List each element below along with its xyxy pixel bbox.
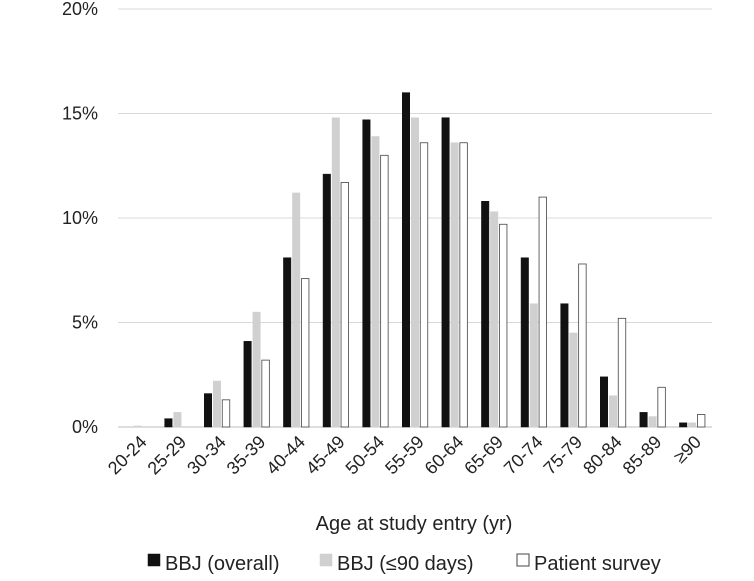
x-tick-label: 65-69 [460,432,507,479]
y-tick-label: 5% [72,313,98,333]
x-tick-label: 85-89 [619,432,666,479]
x-tick-label: 25-29 [144,432,191,479]
bar-bbj-90days [133,425,142,428]
bar-bbj-overall [639,412,648,428]
bar-patient-survey [380,154,389,428]
bar-patient-survey [340,182,349,428]
x-tick-label: 55-59 [381,432,428,479]
bar-bbj-90days [411,117,419,428]
bar-patient-survey [697,414,706,428]
x-tick-label: 20-24 [104,432,151,479]
legend-label: BBJ (overall) [165,553,279,575]
bar-bbj-90days [331,117,340,428]
legend-label: Patient survey [534,553,661,575]
bar-patient-survey [617,317,627,428]
x-tick-label: 60-64 [421,432,468,479]
legend-swatch [516,553,530,567]
legend-swatch [147,553,161,567]
bar-bbj-90days [252,311,261,428]
bar-bbj-90days [371,136,380,428]
x-tick-label: ≥90 [670,432,705,467]
bar-patient-survey [459,142,468,428]
bar-patient-survey [657,386,666,428]
legend-swatch [319,553,333,567]
y-axis-ticks: 0% 5% 10% 15% 20% [62,0,98,437]
bar-bbj-overall [204,393,212,428]
bar-bbj-overall [243,341,252,428]
bar-bbj-90days [609,395,617,428]
y-tick-label: 10% [62,208,98,228]
bar-bbj-90days [529,303,538,428]
x-tick-label: 70-74 [500,432,547,479]
bar-bbj-overall [402,92,410,428]
bar-bbj-90days [490,211,499,428]
bar-bbj-overall [164,418,173,428]
bar-bbj-90days [688,422,697,428]
x-tick-label: 40-44 [262,432,309,479]
x-tick-label: 50-54 [342,432,389,479]
bar-bbj-overall [441,117,450,428]
bar-bbj-overall [481,201,490,428]
y-tick-label: 0% [72,417,98,437]
bars [133,92,706,428]
x-tick-label: 75-79 [540,432,587,479]
x-tick-label: 80-84 [579,432,626,479]
bar-bbj-90days [173,412,182,428]
x-axis-ticks: 20-2425-2930-3435-3940-4445-4950-5455-59… [104,432,705,479]
bar-bbj-overall [520,257,529,428]
bar-bbj-overall [362,119,371,428]
bar-bbj-90days [450,142,459,428]
y-tick-label: 15% [62,104,98,124]
bar-bbj-90days [569,332,578,428]
x-tick-label: 45-49 [302,432,349,479]
bar-patient-survey [419,142,429,428]
bar-patient-survey [301,278,310,428]
bar-patient-survey [499,223,508,428]
bar-bbj-overall [600,376,608,428]
legend-label: BBJ (≤90 days) [337,553,474,575]
bar-patient-survey [221,399,231,428]
bar-bbj-90days [648,416,657,428]
x-axis-title: Age at study entry (yr) [316,513,513,535]
legend: BBJ (overall) BBJ (≤90 days) Patient surve… [147,553,661,575]
bar-bbj-overall [283,257,292,428]
bar-bbj-overall [679,422,688,428]
bar-patient-survey [578,263,587,428]
bar-patient-survey [261,359,270,428]
bar-bbj-overall [560,303,569,428]
y-tick-label: 20% [62,0,98,19]
x-tick-label: 30-34 [183,432,230,479]
bar-bbj-90days [292,192,301,428]
bar-patient-survey [538,196,547,428]
bar-bbj-90days [213,380,221,428]
bar-bbj-overall [322,173,331,428]
x-tick-label: 35-39 [223,432,270,479]
